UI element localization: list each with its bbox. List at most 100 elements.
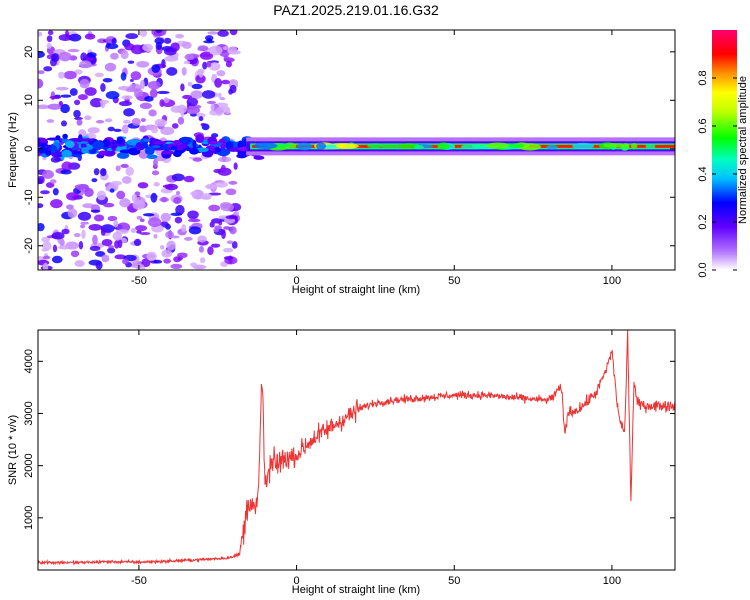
noise-blob (92, 234, 98, 245)
noise-blob (105, 43, 119, 50)
noise-blob (184, 54, 195, 61)
noise-blob (102, 78, 113, 83)
noise-blob (104, 62, 117, 72)
noise-blob (84, 115, 92, 121)
noise-blob (180, 107, 185, 118)
noise-blob (197, 235, 207, 243)
noise-blob (148, 109, 157, 117)
noise-blob (119, 149, 133, 154)
noise-blob (90, 209, 101, 213)
noise-blob (122, 119, 131, 124)
spectrogram-panel: -50 0 50 100 -20 -10 0 10 20 Height of straight… (7, 29, 676, 296)
noise-blob (43, 66, 53, 72)
noise-blob (120, 49, 129, 60)
noise-blob (151, 126, 159, 134)
noise-blob (113, 219, 119, 228)
noise-blob (166, 67, 178, 76)
snr-panel: -50 0 50 100 1000 2000 3000 4000 Height of str… (7, 329, 676, 596)
noise-blob (105, 91, 120, 100)
noise-blob (38, 175, 45, 185)
spectrogram-frame (37, 29, 676, 271)
noise-blob (225, 140, 234, 150)
noise-blob (188, 226, 202, 235)
noise-blob (180, 83, 185, 92)
noise-blob (122, 176, 132, 184)
noise-blob (80, 224, 86, 229)
noise-blob (170, 105, 183, 113)
spectrogram-ytick-label: 0 (23, 146, 35, 152)
noise-blob (116, 136, 124, 145)
signal-fluctuation (486, 142, 510, 149)
snr-xtick-label: 100 (603, 575, 621, 587)
noise-blob (41, 236, 51, 243)
noise-blob (163, 258, 171, 264)
signal-fluctuation (316, 142, 327, 150)
noise-blob (61, 149, 73, 158)
signal-fluctuation (603, 143, 629, 148)
noise-blob (38, 50, 45, 59)
noise-blob (61, 228, 70, 235)
noise-blob (66, 204, 74, 210)
noise-blob (80, 221, 89, 225)
noise-blob (62, 133, 68, 139)
noise-blob (214, 107, 224, 115)
noise-blob (116, 151, 130, 159)
noise-blob (190, 90, 203, 99)
noise-blob (99, 168, 107, 177)
noise-blob (114, 254, 126, 260)
noise-blob (208, 45, 223, 56)
noise-blob (220, 164, 226, 173)
noise-blob (38, 222, 45, 232)
noise-blob (253, 155, 265, 160)
signal-fluctuation (460, 144, 487, 150)
noise-blob (187, 81, 193, 87)
noise-blob (88, 224, 102, 231)
noise-blob (58, 34, 72, 41)
colorbar-tick-label: 0.0 (697, 262, 709, 277)
noise-blob (46, 119, 55, 123)
noise-blob (173, 197, 182, 204)
colorbar-tick-label: 0.8 (697, 70, 709, 85)
noise-blob (130, 71, 142, 81)
noise-blob (66, 192, 80, 201)
noise-blob (74, 260, 85, 267)
noise-blob (223, 226, 231, 230)
noise-blob (125, 166, 134, 176)
noise-blob (166, 240, 176, 251)
noise-blob (142, 138, 151, 142)
noise-blob (38, 70, 45, 75)
noise-blob (49, 179, 57, 184)
signal-fluctuation (645, 143, 656, 150)
noise-blob (95, 260, 103, 270)
spectrogram-xtick-label: 0 (294, 275, 300, 287)
noise-blob (81, 147, 89, 154)
noise-blob (215, 181, 228, 188)
noise-blob (149, 88, 158, 98)
noise-blob (209, 62, 221, 71)
noise-blob (153, 259, 163, 264)
noise-blob (40, 190, 50, 195)
spectrogram-heatmap (38, 30, 675, 270)
noise-blob (125, 33, 139, 40)
noise-blob (183, 175, 195, 183)
noise-blob (113, 128, 122, 132)
noise-blob (131, 117, 141, 126)
noise-blob (174, 216, 183, 224)
noise-blob (67, 208, 78, 218)
colorbar-gradient (712, 30, 737, 270)
noise-blob (181, 41, 192, 49)
signal-fluctuation (399, 143, 419, 150)
noise-blob (223, 55, 230, 62)
noise-blob (221, 229, 226, 240)
noise-blob (206, 100, 217, 105)
noise-blob (183, 236, 193, 241)
noise-blob (69, 88, 78, 96)
noise-blob (135, 225, 148, 232)
noise-blob (199, 257, 206, 264)
noise-blob (160, 212, 171, 222)
signal-fluctuation (367, 143, 383, 149)
noise-blob (162, 184, 174, 189)
noise-blob (154, 118, 167, 127)
noise-blob (189, 148, 199, 155)
noise-blob (228, 88, 233, 95)
